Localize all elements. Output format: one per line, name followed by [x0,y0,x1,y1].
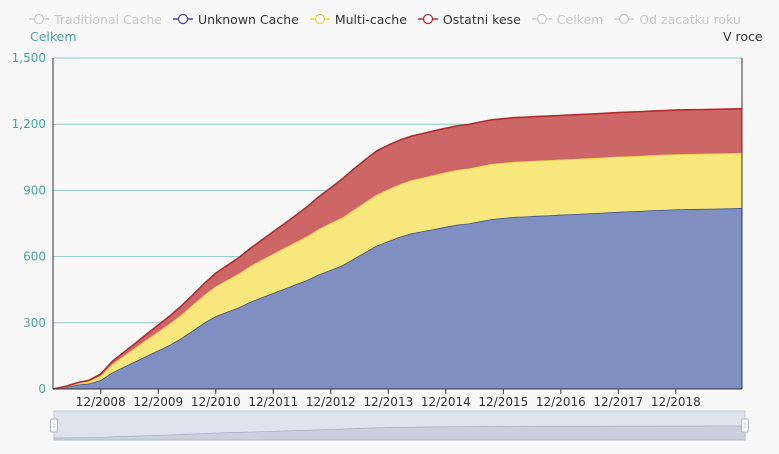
y-tick-label: 1,500 [12,51,46,65]
legend-label: Celkem [556,11,604,27]
legend-marker-icon [309,13,330,25]
right-axis-caption: V roce [723,29,763,44]
legend-marker-icon [417,13,438,25]
x-tick-label: 12/2016 [536,395,586,409]
x-tick-label: 12/2008 [76,395,126,409]
y-tick-label: 900 [23,183,46,197]
data-zoom-slider[interactable] [50,410,749,441]
legend: Traditional Cache Unknown Cache Multi-cach… [28,9,751,29]
x-tick-label: 12/2015 [478,395,528,409]
left-axis-caption: Celkem [30,29,77,44]
area-multi-cache [53,152,742,389]
zoom-handle-left[interactable] [50,418,58,433]
legend-item-od-zacatku-roku[interactable]: Od zacatku roku [613,11,741,27]
legend-item-unknown-cache[interactable]: Unknown Cache [172,12,299,27]
x-tick-label: 12/2017 [593,395,643,409]
y-tick-label: 300 [23,316,46,330]
x-tick-label: 12/2011 [248,395,298,409]
legend-item-multi-cache[interactable]: Multi-cache [309,12,407,27]
drag-handle-icon [50,418,58,433]
legend-label: Multi-cache [334,11,407,27]
legend-marker-icon [172,13,193,25]
legend-label: Ostatni kese [442,11,521,27]
x-tick-label: 12/2009 [133,395,183,409]
legend-marker-icon [29,13,49,25]
y-tick-label: 1,200 [12,117,46,131]
y-tick-label: 600 [23,250,46,264]
legend-marker-icon [531,13,552,25]
x-tick-label: 12/2012 [306,395,356,409]
legend-item-ostatni-kese[interactable]: Ostatni kese [417,12,521,27]
legend-item-traditional-cache[interactable]: Traditional Cache [28,12,162,27]
zoom-handle-right[interactable] [741,418,749,433]
legend-label: Od zacatku roku [639,11,741,27]
drag-handle-icon [741,418,749,433]
y-tick-label: 0 [38,382,46,396]
legend-label: Unknown Cache [197,11,299,27]
x-tick-label: 12/2013 [363,395,413,409]
legend-marker-icon [614,13,635,25]
line-ostatni-kese [52,107,743,390]
legend-item-celkem[interactable]: Celkem [531,11,604,27]
area-ostatni-kese [53,108,742,390]
legend-label: Traditional Cache [54,11,162,27]
zoom-preview-area [53,425,746,441]
area-unknown-cache [53,208,742,389]
x-tick-label: 12/2018 [651,395,701,409]
x-tick-label: 12/2014 [421,395,471,409]
x-tick-label: 12/2010 [191,395,241,409]
